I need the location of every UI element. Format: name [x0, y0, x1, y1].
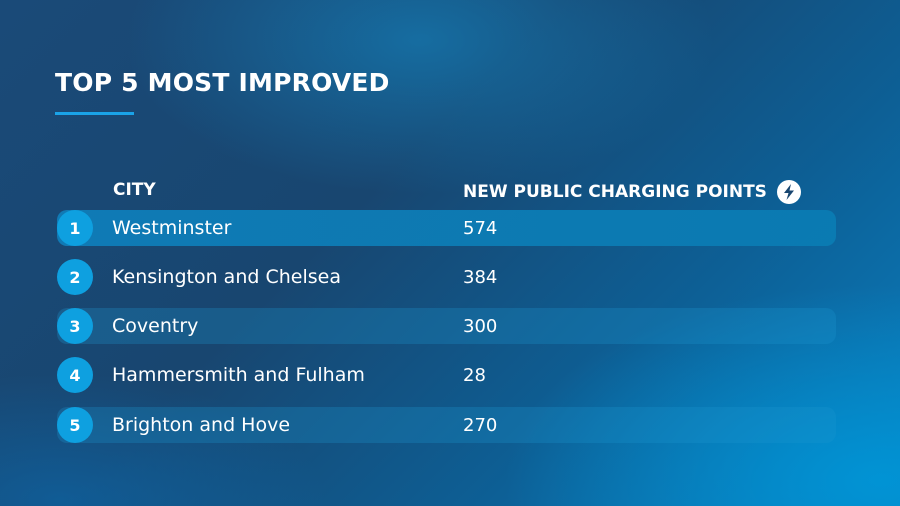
city-name: Hammersmith and Fulham: [112, 364, 365, 386]
charging-points-value: 384: [463, 267, 498, 288]
rank-badge: 1: [57, 210, 93, 246]
city-name: Westminster: [112, 217, 232, 239]
lightning-bolt-icon: [776, 180, 801, 204]
column-header-city: CITY: [113, 180, 156, 200]
column-header-points-label: NEW PUBLIC CHARGING POINTS: [463, 182, 767, 202]
charging-points-value: 574: [463, 218, 498, 239]
rank-badge: 2: [57, 259, 93, 295]
charging-points-value: 270: [463, 415, 498, 436]
rank-badge: 3: [57, 308, 93, 344]
city-name: Coventry: [112, 315, 199, 337]
rank-badge: 5: [57, 407, 93, 443]
rank-badge: 4: [57, 357, 93, 393]
table-row: 2 Kensington and Chelsea 384: [57, 259, 836, 295]
table-row: 3 Coventry 300: [57, 308, 836, 344]
city-name: Kensington and Chelsea: [112, 266, 341, 288]
table-row: 1 Westminster 574: [57, 210, 836, 246]
table-row: 4 Hammersmith and Fulham 28: [57, 357, 836, 393]
title-underline: [55, 112, 134, 115]
charging-points-value: 300: [463, 316, 498, 337]
column-header-points: NEW PUBLIC CHARGING POINTS: [463, 180, 801, 204]
page-title: TOP 5 MOST IMPROVED: [55, 68, 390, 97]
city-name: Brighton and Hove: [112, 414, 291, 436]
table-row: 5 Brighton and Hove 270: [57, 407, 836, 443]
charging-points-value: 28: [463, 365, 486, 386]
